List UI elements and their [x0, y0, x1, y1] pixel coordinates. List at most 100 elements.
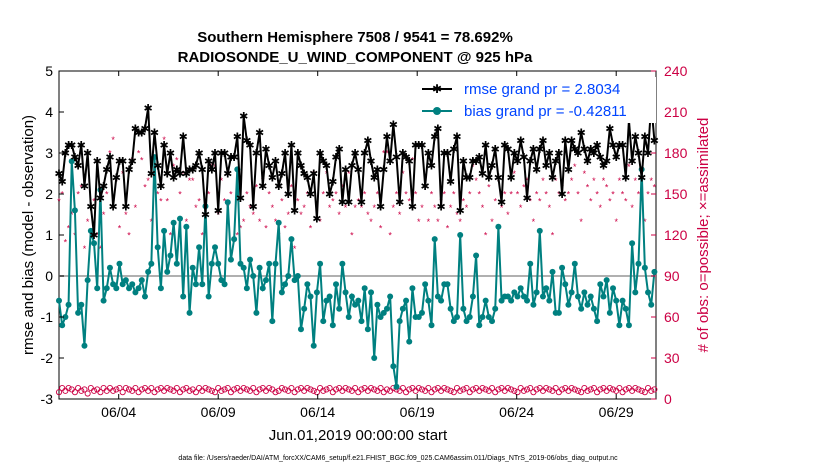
assimilated-count-point: * — [95, 231, 99, 241]
rmse-point: ✱ — [86, 201, 95, 213]
rmse-point: ✱ — [484, 173, 493, 185]
bias-point — [479, 314, 486, 320]
bias-point — [504, 293, 511, 300]
assimilated-count-point: * — [207, 190, 211, 200]
assimilated-count-point: * — [309, 224, 313, 234]
assimilated-count-point: * — [605, 183, 609, 193]
rmse-point: ✱ — [554, 148, 563, 160]
bias-point — [313, 289, 320, 296]
rmse-point: ✱ — [449, 144, 458, 156]
bias-point — [377, 314, 384, 320]
y2-tick-label: 120 — [664, 227, 688, 243]
assimilated-count-point: * — [516, 190, 520, 200]
rmse-point: ✱ — [535, 144, 544, 156]
bias-point — [62, 314, 69, 320]
bias-point — [333, 281, 340, 288]
assimilated-count-point: * — [583, 169, 587, 179]
bias-point — [546, 297, 553, 304]
assimilated-count-point: * — [452, 190, 456, 200]
assimilated-count-point: * — [395, 190, 399, 200]
possible-count-point — [546, 386, 553, 393]
bias-point — [517, 285, 524, 292]
bias-point — [320, 318, 327, 325]
possible-count-point — [587, 386, 594, 393]
assimilated-count-point: * — [318, 217, 322, 227]
rmse-point: ✱ — [421, 181, 430, 193]
possible-count-point — [132, 385, 139, 392]
bias-point — [68, 158, 75, 165]
assimilated-count-point: * — [404, 190, 408, 200]
possible-count-point — [450, 389, 457, 396]
bias-point — [297, 326, 304, 333]
assimilated-count-point: * — [363, 190, 367, 200]
rmse-point: ✱ — [599, 160, 608, 172]
rmse-point: ✱ — [230, 152, 239, 164]
bias-point — [533, 289, 540, 296]
rmse-point: ✱ — [564, 164, 573, 176]
bias-point — [415, 314, 422, 320]
rmse-point: ✱ — [296, 160, 305, 172]
assimilated-count-point: * — [541, 176, 545, 186]
rmse-point: ✱ — [519, 152, 528, 164]
bias-point — [129, 281, 136, 288]
rmse-point: ✱ — [551, 156, 560, 168]
possible-count-point — [243, 386, 250, 393]
possible-count-point — [78, 387, 85, 394]
assimilated-count-point: * — [614, 217, 618, 227]
bias-point — [345, 314, 352, 320]
bias-point — [94, 285, 101, 292]
bias-point — [581, 289, 588, 296]
rmse-point: ✱ — [309, 169, 318, 181]
bias-point — [87, 227, 94, 234]
rmse-point: ✱ — [446, 177, 455, 189]
assimilated-count-point: * — [150, 217, 154, 227]
bias-point — [75, 309, 82, 316]
rmse-point: ✱ — [252, 148, 261, 160]
bias-point — [189, 264, 196, 271]
possible-count-point — [358, 386, 365, 393]
possible-count-point — [55, 389, 63, 396]
rmse-series-line — [58, 103, 656, 236]
assimilated-count-point: * — [522, 183, 526, 193]
possible-count-point — [571, 386, 578, 393]
rmse-point: ✱ — [427, 160, 436, 172]
rmse-point: ✱ — [545, 148, 554, 160]
footnote: data file: /Users/raeder/DAI/ATM_forcXX/… — [178, 455, 618, 462]
assimilated-count-point: * — [506, 210, 510, 220]
bias-point — [508, 297, 515, 304]
assimilated-count-point: * — [137, 149, 141, 159]
assimilated-count-point: * — [637, 190, 641, 200]
assimilated-count-point: * — [290, 183, 294, 193]
bias-point — [629, 240, 636, 247]
y2-tick-label: 30 — [664, 350, 680, 366]
assimilated-count-point: * — [570, 176, 574, 186]
possible-count-point — [568, 385, 575, 392]
assimilated-count-point: * — [423, 183, 427, 193]
bias-point — [648, 301, 655, 308]
possible-count-point — [272, 389, 279, 396]
rmse-point: ✱ — [433, 123, 442, 135]
rmse-point: ✱ — [96, 193, 105, 205]
possible-count-point — [514, 389, 521, 396]
y2-tick-label: 180 — [664, 145, 688, 161]
chart-subtitle: RADIOSONDE_U_WIND_COMPONENT @ 925 hPa — [178, 49, 533, 66]
bias-point — [352, 301, 359, 308]
possible-count-point — [495, 386, 502, 393]
possible-count-point — [211, 389, 219, 396]
bias-point — [520, 293, 527, 300]
bias-point — [466, 314, 473, 320]
rmse-point: ✱ — [338, 197, 347, 209]
assimilated-count-point: * — [159, 196, 163, 206]
rmse-point: ✱ — [201, 210, 210, 222]
assimilated-count-point: * — [579, 217, 583, 227]
rmse-point: ✱ — [497, 197, 506, 209]
bias-point — [285, 273, 292, 279]
bias-point — [196, 244, 203, 251]
assimilated-count-point: * — [165, 196, 169, 206]
bias-point — [651, 268, 658, 275]
possible-count-point — [342, 385, 349, 392]
assimilated-count-point: * — [490, 217, 494, 227]
rmse-point: ✱ — [105, 152, 114, 164]
bias-point — [250, 273, 257, 279]
rmse-point: ✱ — [577, 128, 586, 140]
